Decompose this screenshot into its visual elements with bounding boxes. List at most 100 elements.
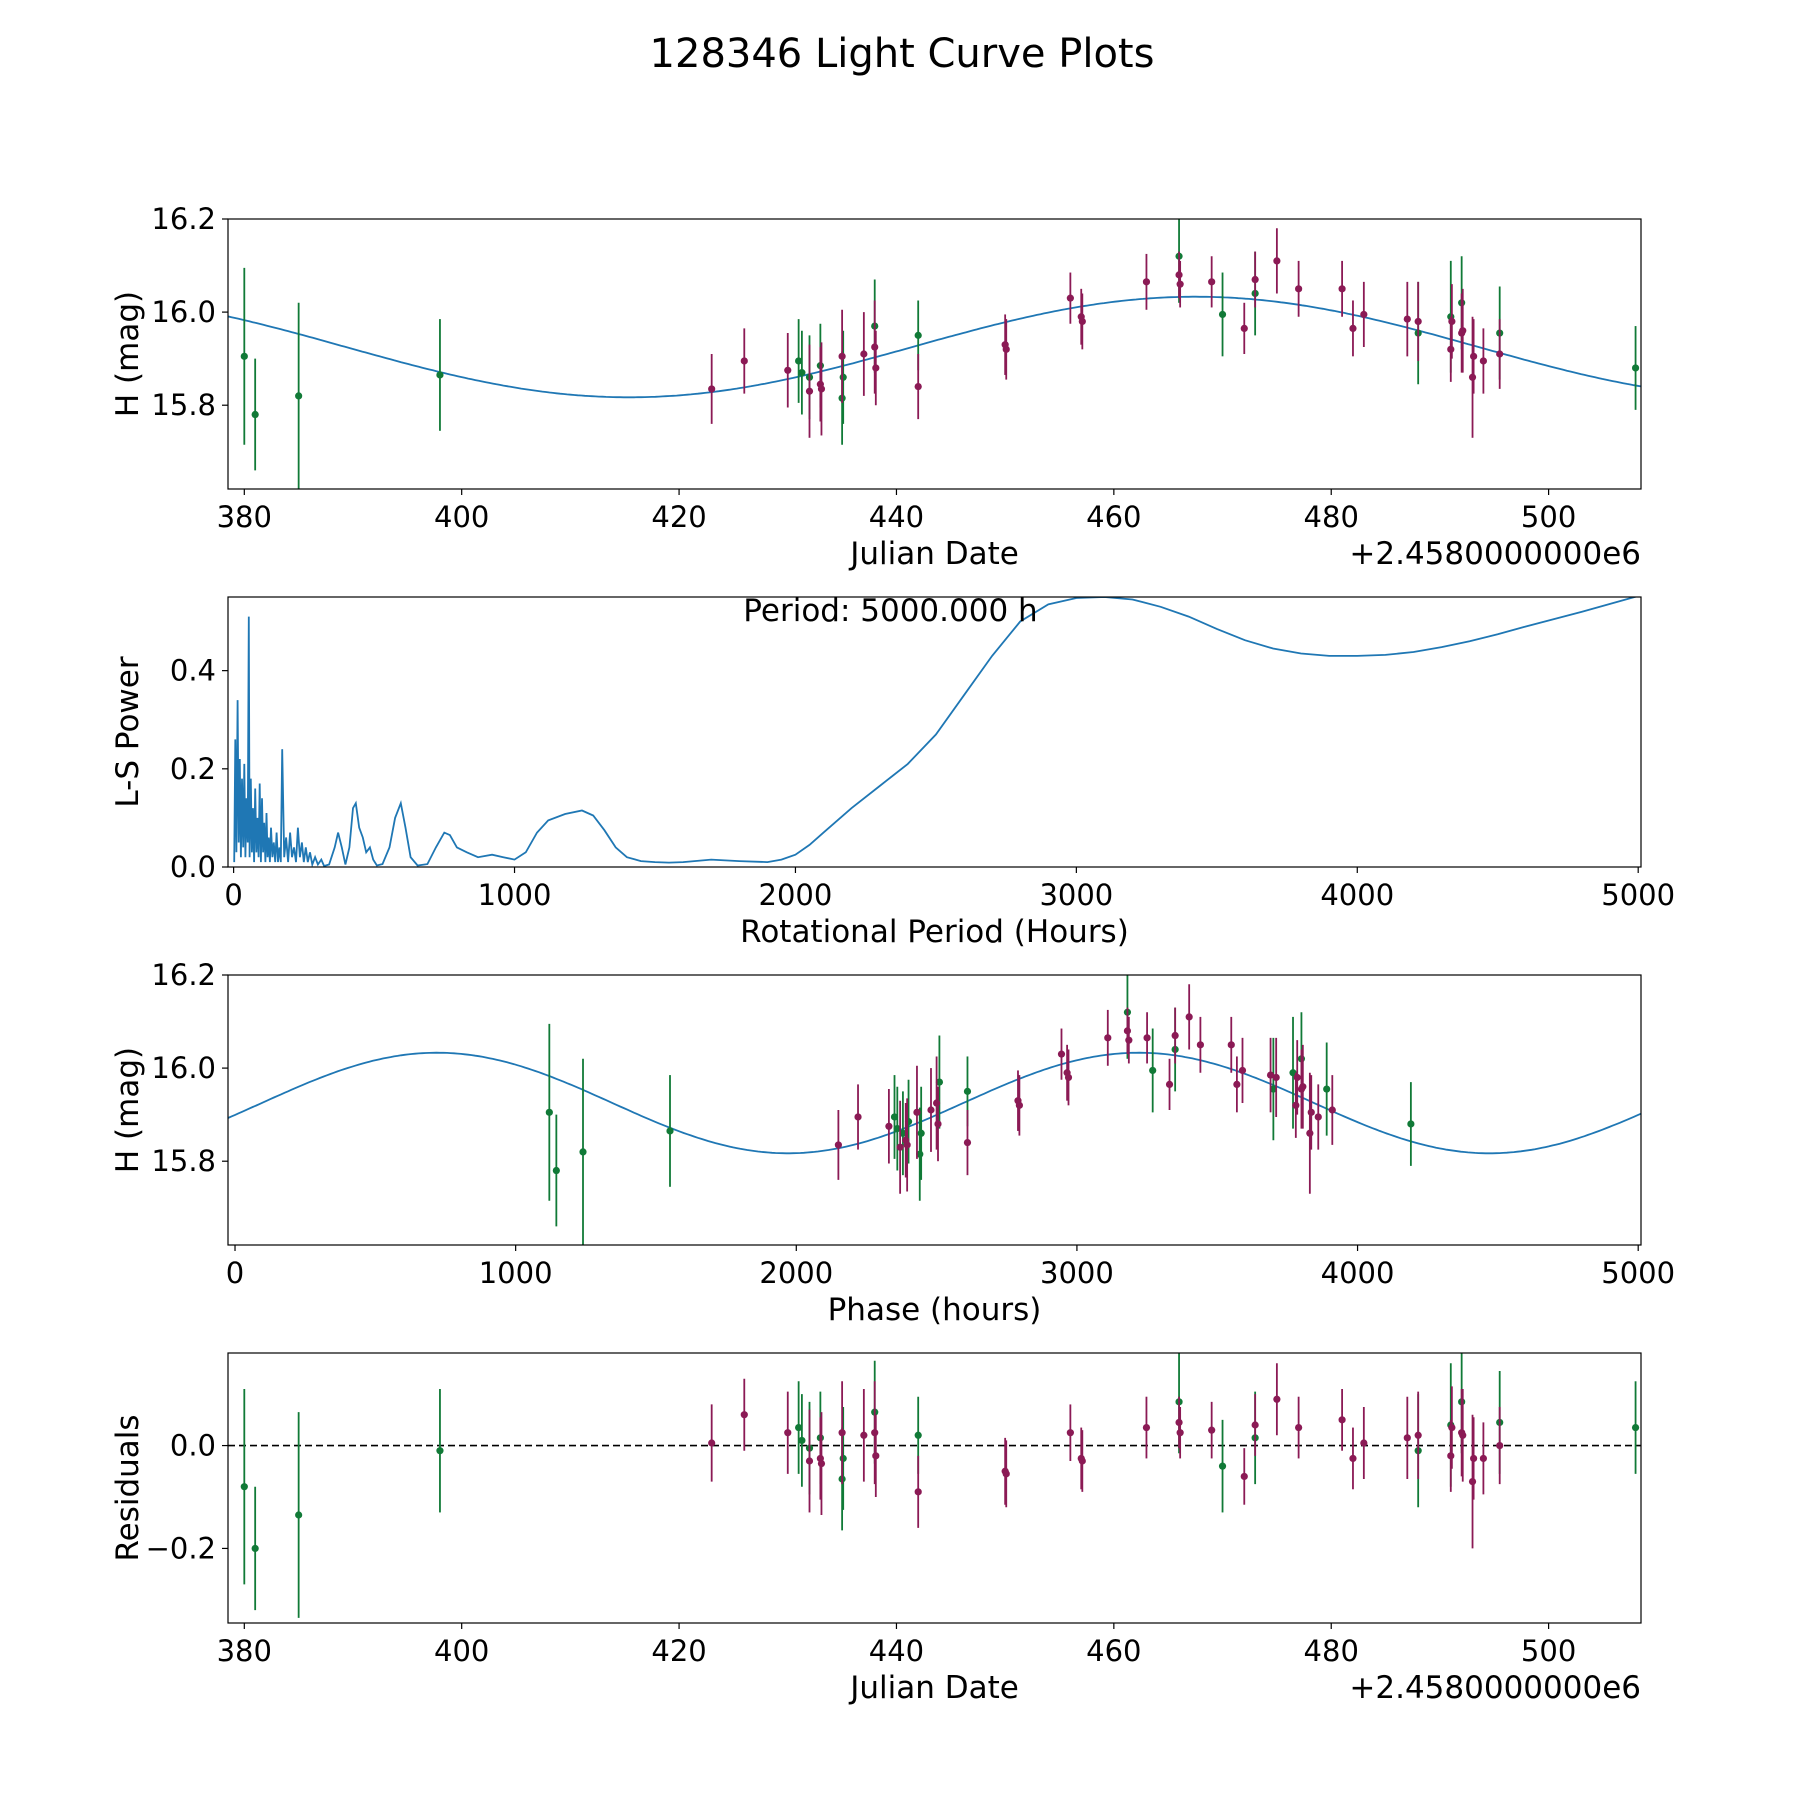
marker	[1104, 1034, 1112, 1042]
marker	[933, 1099, 941, 1107]
data-point-magenta	[708, 1404, 716, 1482]
data-point-magenta	[860, 312, 868, 396]
data-point-magenta	[1459, 288, 1467, 373]
marker	[1470, 1454, 1478, 1463]
data-point-magenta	[1295, 1396, 1303, 1459]
x-axis-label: Phase (hours)	[828, 1292, 1042, 1328]
data-point-magenta	[1057, 1028, 1066, 1080]
x-tick-label: 440	[869, 500, 924, 534]
data-point-magenta	[1238, 1037, 1247, 1104]
data-point-magenta	[1233, 1056, 1241, 1113]
marker	[1175, 271, 1183, 279]
data-point-magenta	[1240, 302, 1248, 354]
marker	[1238, 1066, 1247, 1075]
data-point-magenta	[1208, 256, 1216, 308]
marker	[795, 357, 803, 365]
marker	[240, 352, 248, 360]
data-point-magenta	[1066, 1404, 1074, 1461]
x-axis-label: Julian Date	[848, 1670, 1019, 1706]
marker	[1306, 1129, 1314, 1137]
data-point-magenta	[708, 354, 716, 424]
marker	[860, 1431, 868, 1439]
y-tick-label: 16.2	[151, 958, 216, 992]
data-point-magenta	[1360, 1407, 1368, 1479]
marker	[885, 1122, 893, 1130]
marker	[1272, 1073, 1280, 1082]
marker	[1447, 1452, 1455, 1460]
x-tick-label: 480	[1304, 1634, 1359, 1668]
data-point-magenta	[963, 1110, 972, 1176]
data-point-magenta	[1171, 1007, 1179, 1064]
data-point-magenta	[896, 1100, 904, 1194]
data-point-magenta	[1470, 319, 1478, 394]
data-point-green	[251, 1486, 259, 1611]
y-tick-label: −0.2	[146, 1531, 216, 1565]
data-point-magenta	[1403, 281, 1411, 357]
marker	[740, 357, 748, 365]
marker	[1266, 1071, 1275, 1079]
marker	[871, 343, 879, 351]
x-tick-label: 460	[1086, 1634, 1141, 1668]
marker	[240, 1483, 248, 1491]
marker	[1078, 317, 1086, 326]
marker	[1176, 280, 1184, 288]
x-tick-label: 1000	[479, 1256, 553, 1290]
marker	[1414, 317, 1422, 326]
data-point-green	[917, 1086, 925, 1180]
data-point-magenta	[927, 1068, 935, 1152]
marker	[795, 1423, 803, 1432]
marker	[1295, 1423, 1303, 1432]
marker	[1251, 275, 1259, 284]
phase-folded-panel: 0 1000 2000 3000 4000 5000 15.8 16.0 16.2 Phase (…	[110, 958, 1675, 1328]
fit-curve	[228, 295, 1641, 399]
x-tick-label: 460	[1086, 500, 1141, 534]
data-point-magenta	[1307, 1075, 1315, 1150]
marker	[805, 387, 814, 395]
y-axis-label: H (mag)	[110, 1047, 146, 1173]
data-point-magenta	[1273, 1363, 1281, 1436]
data-point-green	[295, 1412, 303, 1618]
marker	[740, 1411, 748, 1419]
marker	[1299, 1083, 1307, 1091]
marker	[1328, 1106, 1336, 1114]
data-point-green	[552, 1114, 560, 1227]
marker	[1448, 317, 1456, 326]
x-tick-label: 0	[224, 878, 242, 912]
marker	[817, 385, 826, 393]
power-line	[233, 597, 1638, 867]
data-point-magenta	[1104, 1009, 1112, 1066]
x-tick-label: 420	[651, 1634, 706, 1668]
marker	[1064, 1073, 1073, 1082]
marker	[436, 1447, 444, 1455]
fit-curve	[228, 1051, 1641, 1155]
data-point-magenta	[1414, 1391, 1422, 1479]
x-axis-label: Rotational Period (Hours)	[740, 914, 1129, 950]
data-point-green	[1289, 1016, 1297, 1129]
data-point-magenta	[903, 1098, 911, 1192]
x-tick-label: 440	[869, 1634, 924, 1668]
marker	[1233, 1080, 1241, 1088]
marker	[1208, 278, 1216, 286]
marker	[1349, 1454, 1357, 1463]
data-point-green	[1407, 1082, 1415, 1166]
marker	[1218, 1462, 1227, 1470]
data-point-magenta	[913, 1065, 921, 1159]
data-point-green	[1631, 1381, 1640, 1474]
data-point-green	[935, 1035, 944, 1129]
x-tick-label: 0	[226, 1256, 244, 1290]
axes-frame	[227, 218, 1642, 490]
data-point-green	[1149, 1028, 1157, 1113]
x-tick-label: 400	[434, 500, 489, 534]
data-point-magenta	[1403, 1396, 1411, 1479]
data-point-magenta	[1142, 253, 1151, 310]
data-point-magenta	[1125, 1016, 1133, 1064]
marker	[1142, 278, 1151, 286]
data-point-magenta	[1414, 281, 1422, 361]
marker	[1631, 364, 1640, 372]
x-tick-label: 480	[1304, 500, 1359, 534]
marker	[1149, 1066, 1157, 1075]
x-tick-label: 4000	[1320, 878, 1394, 912]
data-point-magenta	[914, 354, 922, 420]
marker	[899, 1129, 907, 1137]
x-tick-label: 2000	[759, 1256, 833, 1290]
